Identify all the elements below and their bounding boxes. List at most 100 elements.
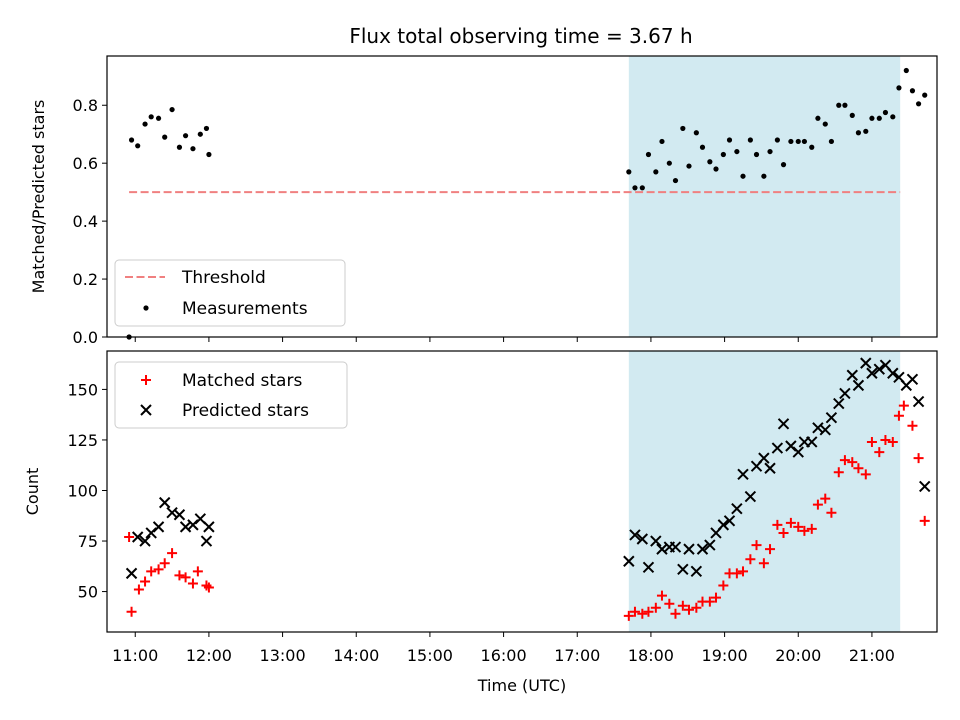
y-tick-label: 50 <box>78 583 98 602</box>
measurement-point <box>680 125 686 132</box>
matched-point <box>192 566 203 577</box>
measurement-point <box>896 85 902 91</box>
matched-point <box>650 602 661 613</box>
x-tick-label: 13:00 <box>260 646 306 665</box>
measurement-point <box>197 131 203 137</box>
predicted-point <box>194 513 207 525</box>
predicted-point <box>203 521 215 533</box>
measurement-point <box>203 125 210 132</box>
predicted-point <box>704 539 716 551</box>
y-axis-label: Count <box>23 468 42 516</box>
matched-point <box>833 467 844 478</box>
matched-point <box>203 582 214 593</box>
matched-point <box>167 548 178 559</box>
x-tick-label: 16:00 <box>481 646 527 665</box>
measurement-point <box>182 133 189 139</box>
matched-point <box>146 566 157 577</box>
y-tick-label: 125 <box>67 431 98 450</box>
matched-point <box>691 602 702 613</box>
matched-point <box>159 558 170 569</box>
matched-point <box>710 592 721 603</box>
predicted-point <box>629 529 641 541</box>
measurement-point <box>162 134 168 140</box>
measurement-point <box>876 115 882 121</box>
x-tick-label: 20:00 <box>775 646 821 665</box>
matched-point <box>133 584 144 595</box>
x-axis-label: Time (UTC) <box>477 676 566 695</box>
measurement-point <box>659 138 665 145</box>
measurement-point <box>135 143 141 149</box>
measurement-point <box>909 88 916 94</box>
measurement-point <box>740 173 746 179</box>
predicted-point <box>846 369 858 381</box>
measurement-point <box>693 130 699 136</box>
matched-point <box>799 525 810 536</box>
matched-point <box>913 453 924 464</box>
measurement-point <box>720 151 726 158</box>
measurement-point <box>713 166 719 172</box>
x-tick-label: 14:00 <box>333 646 379 665</box>
measurement-point <box>686 163 692 169</box>
y-tick-label: 0.2 <box>73 270 98 289</box>
matched-point <box>793 521 804 532</box>
predicted-point <box>669 541 682 553</box>
measurement-point <box>842 102 848 108</box>
axes-frame <box>106 55 938 338</box>
matched-point <box>738 566 749 577</box>
predicted-point <box>683 543 695 555</box>
predicted-point <box>642 561 655 574</box>
axes-frame <box>106 350 938 633</box>
matched-point <box>874 447 885 458</box>
measurement-point <box>788 138 794 145</box>
matched-point <box>880 434 891 445</box>
measurement-point <box>142 121 148 127</box>
matched-point <box>664 598 675 609</box>
predicted-point <box>833 397 845 410</box>
predicted-point <box>623 555 635 567</box>
measurement-point <box>734 148 740 155</box>
measurement-point <box>190 146 196 152</box>
measurement-point <box>747 137 753 143</box>
measurement-point <box>863 128 869 134</box>
measurement-point <box>155 115 162 121</box>
matched-point <box>124 531 135 542</box>
matched-point <box>201 580 212 591</box>
predicted-point <box>873 363 886 375</box>
matched-point <box>839 455 850 466</box>
legend-measurement-label: Measurements <box>182 299 308 319</box>
measurement-point <box>855 130 862 136</box>
matched-point <box>919 515 930 526</box>
predicted-point <box>860 357 872 369</box>
predicted-point <box>200 535 213 547</box>
measurement-point <box>707 159 713 165</box>
measurement-point <box>169 106 175 113</box>
predicted-point <box>696 543 709 555</box>
measurement-point <box>869 115 875 121</box>
predicted-point <box>825 412 838 424</box>
measurement-point <box>780 162 787 168</box>
y-tick-label: 150 <box>67 380 98 399</box>
matched-point <box>772 519 783 530</box>
matched-point <box>174 570 185 581</box>
matched-point <box>153 564 164 575</box>
matched-point <box>785 517 796 528</box>
measurement-point <box>836 102 842 108</box>
legend-measurement-swatch <box>143 305 149 311</box>
measurement-point <box>206 151 212 158</box>
matched-point <box>623 610 634 621</box>
predicted-point <box>636 533 649 545</box>
measurement-point <box>632 185 638 191</box>
chart-title: Flux total observing time = 3.67 h <box>349 24 692 48</box>
matched-point <box>140 576 151 587</box>
measurement-point <box>828 138 835 145</box>
predicted-point <box>906 373 919 386</box>
matched-point <box>806 523 817 534</box>
predicted-point <box>690 565 703 578</box>
measurement-point <box>128 137 135 143</box>
predicted-point <box>744 490 757 503</box>
predicted-point <box>723 515 736 527</box>
matched-point <box>758 558 769 569</box>
matched-point <box>180 572 191 583</box>
predicted-point <box>764 462 776 474</box>
